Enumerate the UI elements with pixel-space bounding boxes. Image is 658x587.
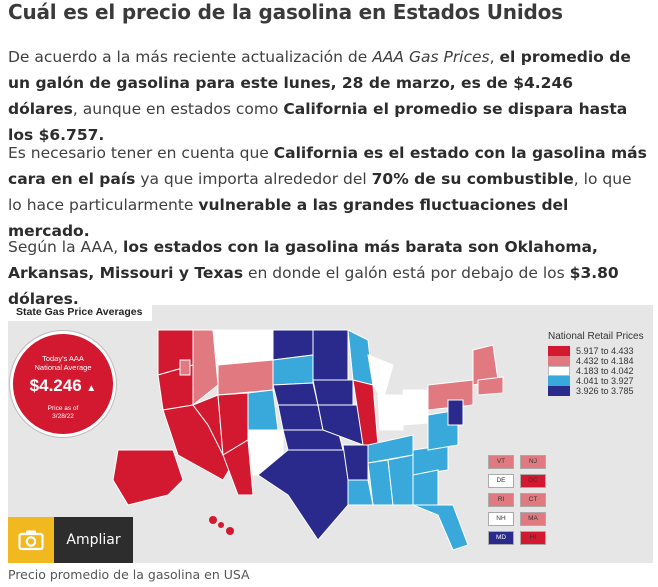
legend-swatch [548,356,570,366]
legend-swatch [548,366,570,376]
small-state-box: HI [520,531,546,545]
price-legend: National Retail Prices 5.917 to 4.433 4.… [548,331,644,396]
hawaii-region [209,516,234,535]
article-heading: Cuál es el precio de la gasolina en Esta… [8,0,563,24]
small-state-box: DE [488,474,514,488]
figure-caption: Precio promedio de la gasolina en USA [8,567,250,582]
legend-swatch [548,386,570,396]
small-state-box: RI [488,493,514,507]
small-state-box: MD [488,531,514,545]
gas-price-map-figure[interactable]: State Gas Price Averages Today's AAA Nati… [8,305,653,563]
map-regions [157,329,504,551]
camera-icon[interactable] [8,517,54,563]
legend-item: 4.041 to 3.927 [548,376,644,386]
ampliar-button[interactable]: Ampliar [8,517,133,563]
paragraph-2: Es necesario tener en cuenta que Califor… [8,144,647,240]
ampliar-label[interactable]: Ampliar [54,517,133,563]
us-states-map [112,329,504,551]
paragraph-3: Según la AAA, los estados con la gasolin… [8,238,619,308]
small-state-box: CT [520,493,546,507]
legend-item: 5.917 to 4.433 [548,346,644,356]
small-state-box: MA [520,512,546,526]
small-state-box: NH [488,512,514,526]
legend-item: 4.183 to 4.042 [548,366,644,376]
small-state-box: DC [520,474,546,488]
small-state-box: NJ [520,455,546,469]
small-states-grid: VT NJ DE DC RI CT NH MA MD HI [488,455,548,545]
map-title: State Gas Price Averages [8,305,153,321]
legend-item: 3.926 to 3.785 [548,386,644,396]
alaska-region [112,449,184,506]
legend-swatch [548,376,570,386]
small-state-box: VT [488,455,514,469]
national-average-price: $4.246 [29,376,82,395]
national-average-badge: Today's AAA National Average $4.246 ▲ Pri… [10,331,116,437]
legend-swatch [548,346,570,356]
legend-item: 4.432 to 4.184 [548,356,644,366]
legend-title: National Retail Prices [548,331,644,342]
up-arrow-icon: ▲ [86,383,97,394]
paragraph-1: De acuerdo a la más reciente actualizaci… [8,48,631,144]
aaa-link-text: AAA Gas Prices [372,48,490,66]
